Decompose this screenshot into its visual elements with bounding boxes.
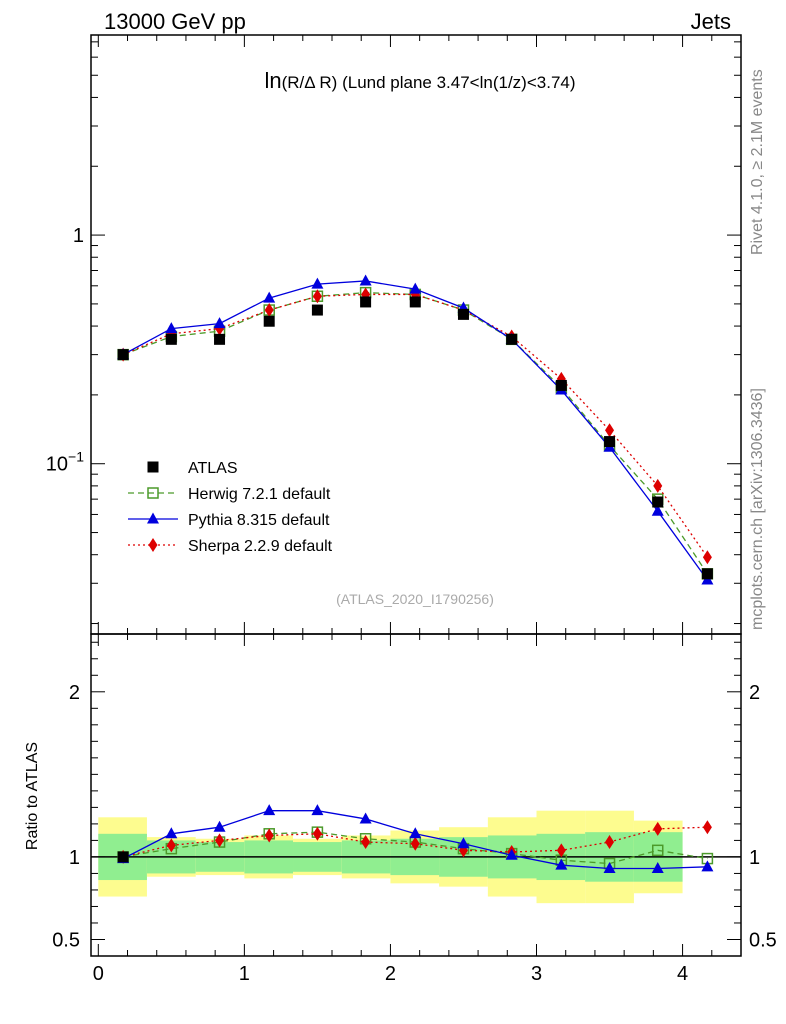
ratio-pythia-point-10 bbox=[603, 861, 616, 873]
ratio-pythia-point-8 bbox=[505, 848, 518, 860]
main-atlas-point-4 bbox=[311, 304, 323, 316]
legend-label-atlas: ATLAS bbox=[188, 460, 238, 477]
ratio-y-tick-label-right-0: 2 bbox=[749, 682, 760, 704]
main-pythia-point-11 bbox=[651, 504, 664, 516]
main-sherpa-point-10 bbox=[605, 423, 615, 438]
main-series bbox=[117, 274, 714, 585]
ratio-ylabel: Ratio to ATLAS bbox=[24, 742, 41, 850]
legend-marker-herwig bbox=[147, 487, 159, 499]
main-pythia-point-6 bbox=[409, 282, 422, 294]
main-atlas-point-12 bbox=[701, 568, 713, 580]
x-tick-label-1: 1 bbox=[239, 963, 250, 985]
main-pythia-point-1 bbox=[165, 322, 178, 334]
main-herwig-line bbox=[122, 292, 708, 575]
x-tick-label-0: 0 bbox=[93, 963, 104, 985]
ratio-atlas-point-0 bbox=[117, 851, 129, 863]
main-atlas-point-7 bbox=[457, 308, 469, 320]
main-y-tick-exp-1: −1 bbox=[68, 449, 84, 465]
legend-label-sherpa: Sherpa 2.2.9 default bbox=[188, 538, 333, 555]
ratio-sherpa-point-3 bbox=[264, 828, 274, 843]
ratio-sherpa-point-10 bbox=[605, 835, 615, 850]
main-pythia-point-4 bbox=[311, 277, 324, 289]
ratio-herwig-point-11 bbox=[651, 844, 664, 857]
main-atlas-point-11 bbox=[652, 496, 664, 508]
ratio-pythia-point-7 bbox=[457, 837, 470, 849]
main-sherpa-point-4 bbox=[312, 289, 322, 304]
ratio-pythia-point-2 bbox=[213, 820, 226, 832]
ratio-pythia-point-11 bbox=[651, 861, 664, 873]
legend-marker-atlas bbox=[147, 461, 159, 473]
main-y-tick-base-1: 10 bbox=[46, 454, 68, 476]
main-atlas-point-3 bbox=[263, 315, 275, 327]
main-atlas-point-1 bbox=[165, 333, 177, 345]
ratio-pythia-point-1 bbox=[165, 827, 178, 839]
ratio-sherpa-point-6 bbox=[410, 836, 420, 851]
ratio-y-tick-label-left-2: 0.5 bbox=[52, 929, 80, 951]
main-atlas-point-6 bbox=[409, 296, 421, 308]
chart-title-rest: (Lund plane 3.47<ln(1/z)<3.74) bbox=[342, 73, 575, 92]
ratio-y-tick-label-right-1: 1 bbox=[749, 847, 760, 869]
legend-label-pythia: Pythia 8.315 default bbox=[188, 512, 330, 529]
legend-label-herwig: Herwig 7.2.1 default bbox=[188, 486, 331, 503]
main-sherpa-point-3 bbox=[264, 303, 274, 318]
main-pythia-point-5 bbox=[359, 274, 372, 286]
ratio-pythia-point-12 bbox=[701, 860, 714, 872]
main-atlas-point-10 bbox=[604, 436, 616, 448]
ratio-sherpa-point-2 bbox=[215, 833, 225, 848]
ratio-pythia-point-6 bbox=[409, 827, 422, 839]
ratio-frame bbox=[90, 633, 742, 957]
ratio-y-tick-label-right-2: 0.5 bbox=[749, 929, 777, 951]
mcplots-label: mcplots.cern.ch [arXiv:1306.3436] bbox=[749, 388, 766, 630]
main-pythia-point-3 bbox=[263, 291, 276, 303]
chart-title: ln(R/Δ R) (Lund plane 3.47<ln(1/z)<3.74) bbox=[264, 68, 575, 93]
main-pythia-point-2 bbox=[213, 317, 226, 329]
ratio-pythia-point-5 bbox=[359, 812, 372, 824]
main-atlas-point-0 bbox=[117, 349, 129, 361]
legend-marker-pythia bbox=[147, 512, 159, 524]
ratio-sherpa-point-11 bbox=[653, 821, 663, 836]
x-tick-label-4: 4 bbox=[677, 963, 688, 985]
x-tick-label-2: 2 bbox=[385, 963, 396, 985]
main-y-tick-label-0: 1 bbox=[73, 225, 84, 247]
tick-labels: 0 1 2 3 4 1 10−1 2 2 1 1 0.5 0.5 bbox=[46, 225, 777, 985]
header-right-label: Jets bbox=[691, 9, 731, 34]
ticks bbox=[91, 35, 742, 956]
main-atlas-point-5 bbox=[360, 296, 372, 308]
chart-title-expr: (R/Δ R) bbox=[282, 73, 338, 92]
main-y-tick-label-1: 10−1 bbox=[46, 449, 84, 476]
ratio-pythia-point-4 bbox=[311, 804, 324, 816]
main-sherpa-point-11 bbox=[653, 478, 663, 493]
ratio-pythia-point-9 bbox=[555, 858, 568, 870]
ratio-y-tick-label-left-1: 1 bbox=[69, 847, 80, 869]
ratio-pythia-point-3 bbox=[263, 804, 276, 816]
ratio-sherpa-point-12 bbox=[702, 820, 712, 835]
analysis-watermark: (ATLAS_2020_I1790256) bbox=[336, 591, 494, 607]
legend-marker-sherpa bbox=[148, 538, 158, 552]
main-atlas-point-9 bbox=[555, 379, 567, 391]
chart-title-ln: ln bbox=[264, 68, 281, 93]
x-tick-label-3: 3 bbox=[531, 963, 542, 985]
legend: ATLAS Herwig 7.2.1 default Pythia 8.315 de… bbox=[128, 460, 333, 555]
ratio-sherpa-point-5 bbox=[361, 835, 371, 850]
main-sherpa-point-12 bbox=[702, 550, 712, 565]
ratio-y-tick-label-left-0: 2 bbox=[69, 682, 80, 704]
ratio-sherpa-point-1 bbox=[166, 838, 176, 853]
rivet-label: Rivet 4.1.0, ≥ 2.1M events bbox=[749, 69, 766, 255]
main-pythia-line bbox=[122, 280, 708, 581]
main-atlas-point-8 bbox=[506, 333, 518, 345]
ratio-sherpa-point-9 bbox=[556, 843, 566, 858]
main-atlas-point-2 bbox=[214, 333, 226, 345]
ratio-series bbox=[117, 804, 714, 873]
frames bbox=[90, 34, 742, 957]
header-left-label: 13000 GeV pp bbox=[104, 9, 246, 34]
ratio-sherpa-point-4 bbox=[312, 826, 322, 841]
